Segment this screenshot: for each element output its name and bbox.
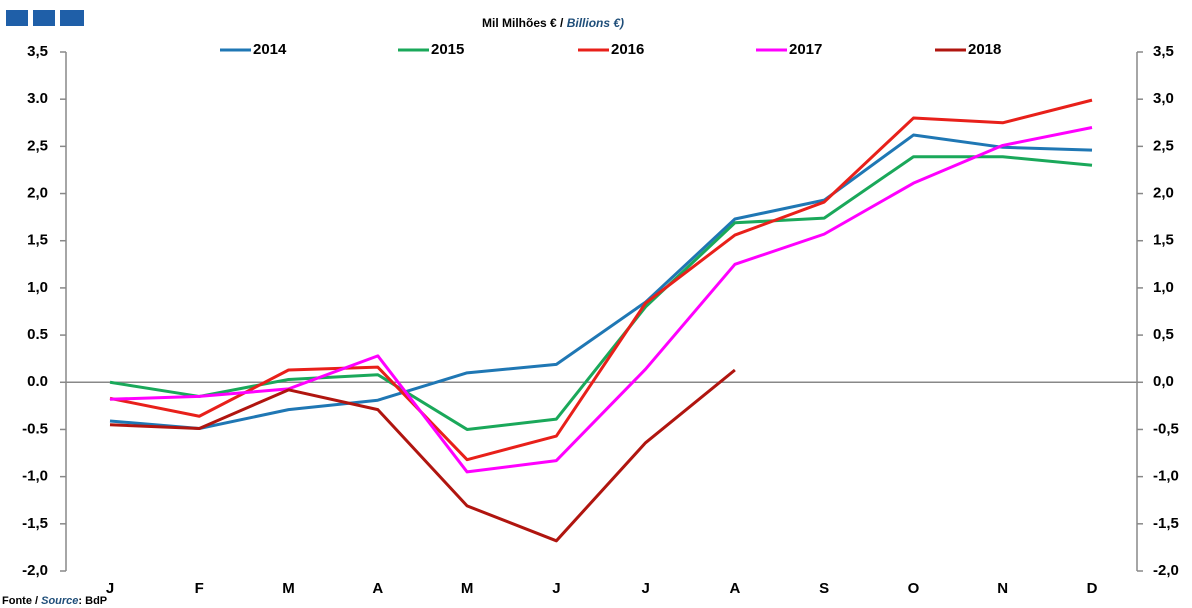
title-italic: Billions €) <box>567 16 624 30</box>
series-line <box>109 155 1093 431</box>
legend-label: 2016 <box>611 41 644 58</box>
logo-block <box>60 10 84 26</box>
legend-label: 2018 <box>968 41 1001 58</box>
logo-block <box>6 10 28 26</box>
logo-block <box>33 10 55 26</box>
y-tick-label: -0.5 <box>22 420 48 437</box>
x-tick-label: J <box>106 580 114 597</box>
y-tick-label: -1,5 <box>22 515 48 532</box>
x-tick-label: A <box>729 580 740 597</box>
y2-tick-label: -2,0 <box>1153 562 1179 579</box>
source-rest: : BdP <box>78 595 107 607</box>
x-tick-label: F <box>195 580 204 597</box>
y2-tick-label: 2,5 <box>1153 137 1174 154</box>
x-tick-label: A <box>372 580 383 597</box>
source: Fonte / Source: BdP <box>2 595 107 607</box>
y2-tick-label: -1,0 <box>1153 468 1179 485</box>
y2-tick-label: 1,0 <box>1153 279 1174 296</box>
legend-label: 2017 <box>789 41 822 58</box>
y-tick-label: 0.0 <box>27 373 48 390</box>
y-tick-label: 3,5 <box>27 43 48 60</box>
series-line <box>109 126 1093 474</box>
x-tick-label: N <box>997 580 1008 597</box>
y2-tick-label: 0,5 <box>1153 326 1174 343</box>
chart-title: Mil Milhões € / Billions €) <box>482 16 624 30</box>
series-line <box>109 368 736 543</box>
x-tick-label: S <box>819 580 829 597</box>
y2-tick-label: 0,0 <box>1153 373 1174 390</box>
x-tick-label: J <box>641 580 649 597</box>
legend-label: 2015 <box>431 41 464 58</box>
x-tick-label: D <box>1087 580 1098 597</box>
source-en: Source <box>41 595 78 607</box>
y2-tick-label: 3,0 <box>1153 90 1174 107</box>
y-tick-label: -2,0 <box>22 562 48 579</box>
y-tick-label: 2,5 <box>27 137 48 154</box>
x-tick-label: O <box>908 580 920 597</box>
y-tick-label: 2,0 <box>27 185 48 202</box>
y2-tick-label: -0,5 <box>1153 420 1179 437</box>
y2-tick-label: -1,5 <box>1153 515 1179 532</box>
x-tick-label: M <box>282 580 295 597</box>
title-text: Mil Milhões € / <box>482 16 567 30</box>
y2-tick-label: 2,0 <box>1153 185 1174 202</box>
source-pt: Fonte / <box>2 595 41 607</box>
y-tick-label: 0.5 <box>27 326 48 343</box>
y2-tick-label: 3,5 <box>1153 43 1174 60</box>
y-tick-label: 1,5 <box>27 232 48 249</box>
y-tick-label: -1,0 <box>22 468 48 485</box>
y-tick-label: 1,0 <box>27 279 48 296</box>
x-tick-label: J <box>552 580 560 597</box>
series-line <box>109 98 1093 462</box>
y2-tick-label: 1,5 <box>1153 232 1174 249</box>
legend-label: 2014 <box>253 41 287 58</box>
x-tick-label: M <box>461 580 474 597</box>
y-tick-label: 3.0 <box>27 90 48 107</box>
series-line <box>109 133 1093 431</box>
